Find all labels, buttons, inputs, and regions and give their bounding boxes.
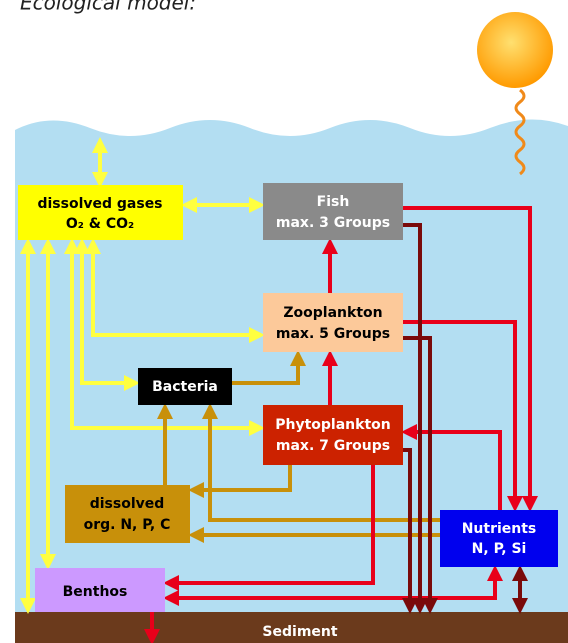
node-box bbox=[263, 293, 403, 352]
node-label: Zooplankton bbox=[283, 305, 382, 321]
sediment-label: Sediment bbox=[262, 624, 337, 640]
sun bbox=[477, 12, 553, 88]
node-label: N, P, Si bbox=[472, 541, 527, 557]
node-box bbox=[65, 485, 190, 543]
node-label: Nutrients bbox=[462, 521, 537, 537]
page: {"header": {"title": "Ecological model:"… bbox=[0, 0, 568, 643]
node-label: Fish bbox=[317, 194, 350, 210]
node-box bbox=[263, 405, 403, 465]
node-label: dissolved bbox=[90, 496, 165, 512]
node-label: O₂ & CO₂ bbox=[66, 216, 134, 232]
node-label: Bacteria bbox=[152, 379, 218, 395]
node-label: max. 5 Groups bbox=[276, 326, 390, 342]
node-label: Phytoplankton bbox=[275, 417, 391, 433]
node-box bbox=[263, 183, 403, 240]
title: Ecological model: bbox=[20, 0, 196, 15]
node-label: org. N, P, C bbox=[84, 517, 171, 533]
diagram: Ecological model: dissolved gases O₂ & C… bbox=[0, 0, 568, 643]
node-label: max. 7 Groups bbox=[276, 438, 390, 454]
node-box bbox=[440, 510, 558, 567]
node-label: max. 3 Groups bbox=[276, 215, 390, 231]
node-label: Benthos bbox=[63, 584, 128, 600]
node-label: dissolved gases bbox=[37, 196, 162, 212]
